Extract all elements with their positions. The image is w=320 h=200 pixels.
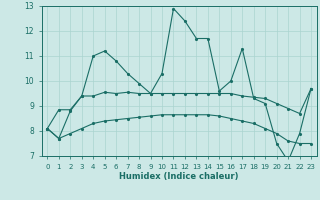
X-axis label: Humidex (Indice chaleur): Humidex (Indice chaleur) — [119, 172, 239, 181]
